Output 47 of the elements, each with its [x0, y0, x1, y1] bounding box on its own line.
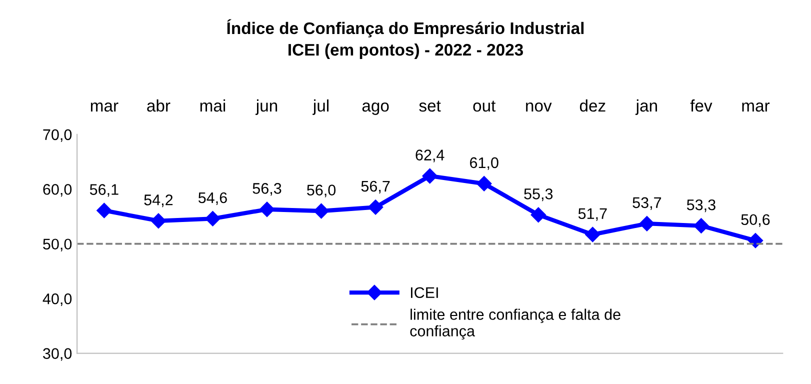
point: [96, 202, 112, 218]
x-tick-label: fev: [690, 99, 712, 112]
x-tick-label: nov: [526, 102, 552, 112]
point: [314, 203, 329, 219]
point: [748, 232, 764, 248]
data-label: 55,3: [524, 188, 553, 202]
x-tick-label: abr: [147, 99, 170, 112]
point: [639, 216, 654, 232]
data-label: 54,6: [198, 192, 227, 205]
data-label: 54,2: [144, 194, 173, 208]
x-tick-label: jun: [255, 99, 278, 115]
point: [259, 202, 275, 217]
x-tick-label: jul: [312, 99, 329, 115]
x-tick-label: mar: [742, 102, 770, 112]
point: [422, 168, 438, 184]
point: [150, 213, 166, 228]
data-label: 56,7: [361, 180, 390, 194]
x-tick-label: mai: [200, 99, 226, 112]
data-label: 61,0: [470, 157, 498, 170]
x-tick-label: out: [473, 100, 496, 112]
y-tick-label: 60,0: [43, 184, 72, 197]
x-tick-label: jan: [635, 99, 657, 115]
point: [530, 207, 546, 222]
point: [368, 200, 384, 215]
data-label: 62,4: [416, 150, 444, 162]
x-tick-label: set: [419, 100, 441, 112]
legend-label: ICEI: [410, 287, 438, 298]
data-label: 50,6: [741, 214, 770, 227]
y-tick-label: 40,0: [42, 293, 72, 306]
data-label: 51,7: [578, 208, 607, 221]
x-tick-label: dez: [580, 99, 606, 112]
y-tick-label: 50,0: [43, 238, 72, 252]
x-tick-label: mar: [90, 102, 118, 112]
chart-title: Índice de Confiança do Empresário Industrial ICEI (em pontos) - 2022 - 2023: [227, 19, 584, 60]
point: [585, 226, 600, 242]
y-tick-label: 30,0: [43, 348, 72, 361]
data-label: 56,0: [307, 184, 336, 198]
point: [205, 211, 220, 226]
data-label: 56,1: [90, 184, 118, 197]
data-label: 53,7: [632, 197, 662, 210]
data-label: 53,3: [686, 199, 716, 212]
y-tick-label: 70,0: [43, 129, 72, 142]
x-tick-label: ago: [362, 102, 389, 115]
point: [476, 176, 492, 192]
legend-label: limite entre confiança e falta de confiança: [410, 308, 620, 340]
data-label: 56,3: [252, 183, 282, 196]
point: [694, 218, 709, 234]
